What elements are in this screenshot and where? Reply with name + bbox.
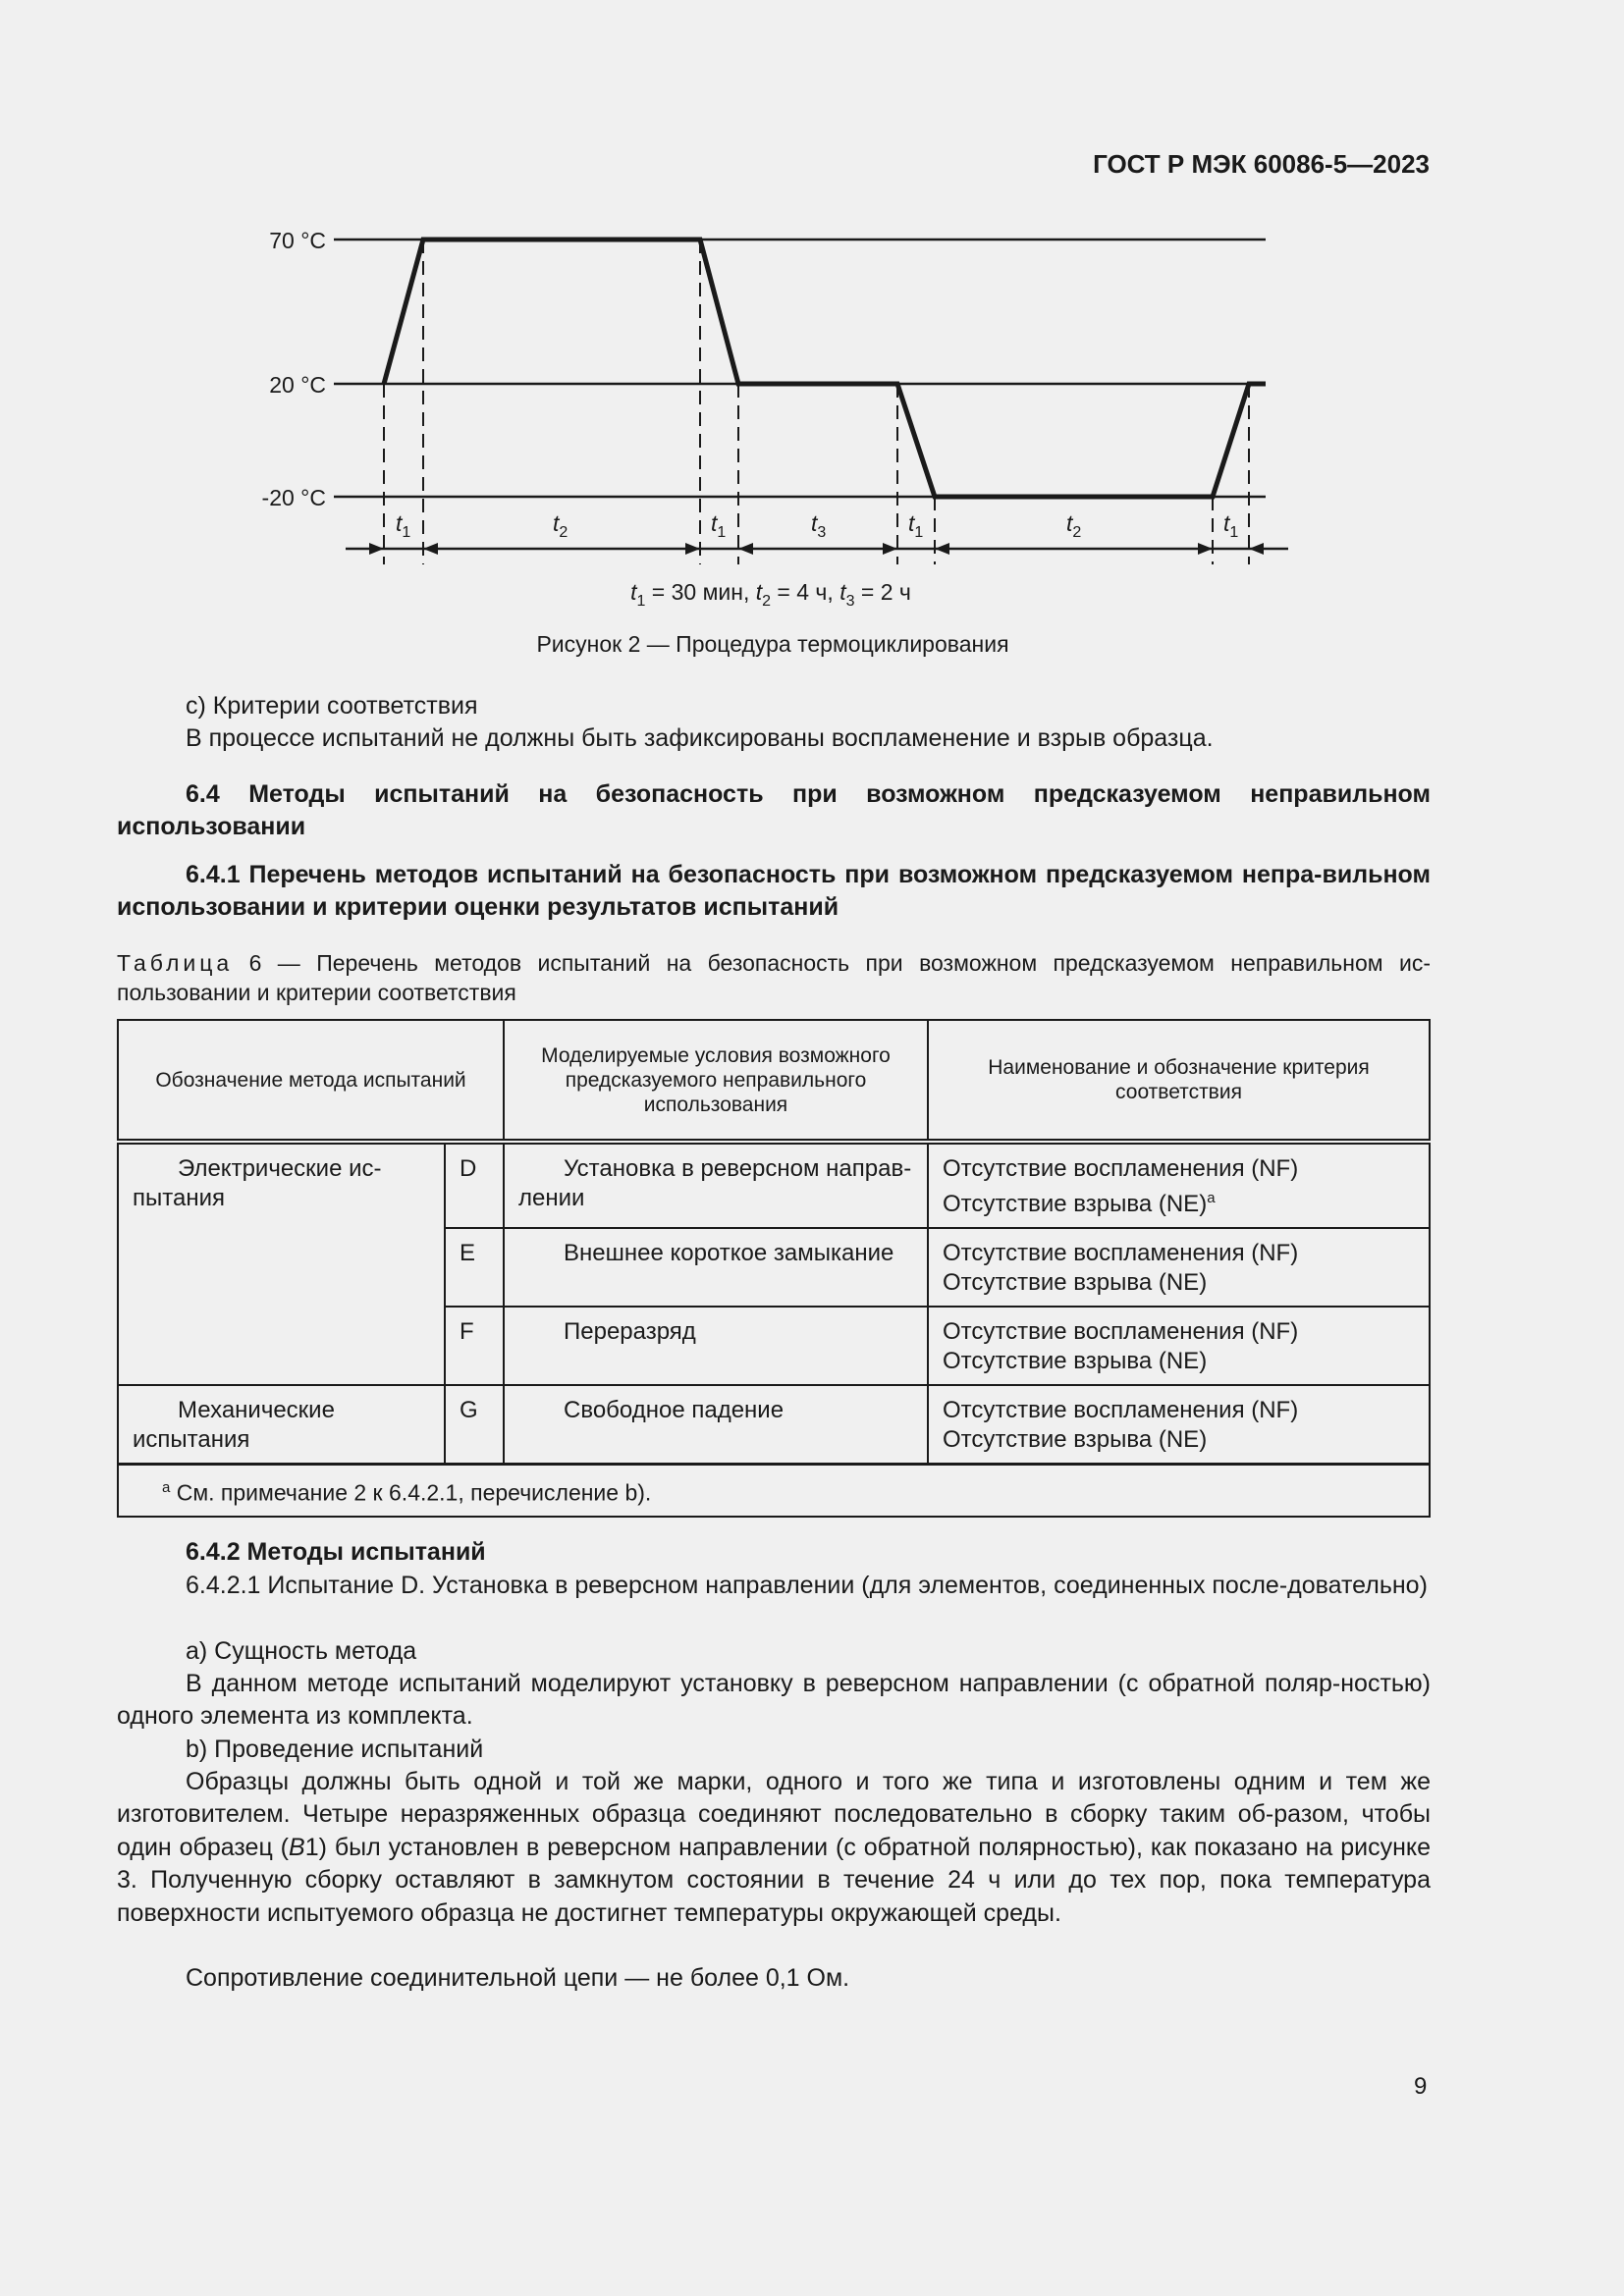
figure-legend: t1 = 30 мин, t2 = 4 ч, t3 = 2 ч — [630, 579, 911, 610]
arrowheads — [369, 543, 1264, 555]
method-code: F — [444, 1306, 505, 1386]
interval-label: t1 — [711, 510, 726, 541]
group-mechanical: Механические испытания — [117, 1384, 446, 1466]
y-label-70: 70 °C — [269, 228, 326, 253]
interval-label: t2 — [553, 510, 568, 541]
table-row: F Переразряд Отсутствие воспламенения (N… — [118, 1306, 1431, 1386]
procedure-heading: b) Проведение испытаний — [186, 1735, 484, 1763]
criteria: Отсутствие воспламенения (NF) Отсутствие … — [927, 1306, 1431, 1386]
y-label-20: 20 °C — [269, 372, 326, 398]
y-label-minus20: -20 °C — [262, 485, 326, 510]
section-6-4-1-heading: 6.4.1 Перечень методов испытаний на безо… — [117, 861, 1431, 922]
document-header: ГОСТ Р МЭК 60086-5—2023 — [1093, 149, 1430, 179]
method-code: E — [444, 1227, 505, 1308]
criteria-text: В процессе испытаний не должны быть зафи… — [186, 724, 1214, 752]
thermal-cycle-diagram: 70 °C 20 °C -20 °C t1 t2 t1 t3 t1 t2 t1 … — [262, 228, 1288, 657]
group-electrical: Электрические ис-пытания — [117, 1141, 446, 1386]
section-6-4-2-heading: 6.4.2 Методы испытаний — [186, 1538, 486, 1566]
interval-label: t3 — [811, 510, 826, 541]
table-footnote-row: a См. примечание 2 к 6.4.2.1, перечислен… — [117, 1463, 1431, 1518]
criteria: Отсутствие воспламенения (NF) Отсутствие … — [927, 1384, 1431, 1466]
table-row: E Внешнее короткое замыкание Отсутствие … — [118, 1227, 1431, 1308]
table-row: Электрические ис-пытания D Установка в р… — [117, 1141, 1431, 1386]
header-criteria: Наименование и обозначение критерия соот… — [927, 1019, 1431, 1143]
interval-label: t1 — [396, 510, 410, 541]
condition: Внешнее короткое замыкание — [503, 1227, 929, 1308]
resistance-text: Сопротивление соединительной цепи — не б… — [186, 1964, 850, 1992]
condition: Переразряд — [503, 1306, 929, 1386]
criteria: Отсутствие воспламенения (NF) Отсутствие … — [927, 1141, 1431, 1229]
procedure-text: Образцы должны быть одной и той же марки… — [117, 1768, 1431, 1927]
method-code: D — [444, 1141, 505, 1229]
table-caption: Таблица 6 — Перечень методов испытаний н… — [117, 950, 1431, 1005]
interval-label: t2 — [1066, 510, 1081, 541]
table-footnote: a См. примечание 2 к 6.4.2.1, перечислен… — [117, 1463, 1431, 1518]
condition: Установка в реверсном направ-лении — [503, 1141, 929, 1229]
interval-label: t1 — [908, 510, 923, 541]
header-conditions: Моделируемые условия возможного предсказ… — [503, 1019, 929, 1143]
methods-table: Обозначение метода испытаний Моделируемы… — [117, 1019, 1431, 1518]
interval-label: t1 — [1223, 510, 1238, 541]
page-number: 9 — [1414, 2073, 1428, 2100]
table-row: Механические испытания G Свободное паден… — [117, 1384, 1431, 1466]
temperature-profile — [381, 237, 1266, 500]
interval-labels: t1 t2 t1 t3 t1 t2 t1 — [396, 510, 1238, 541]
table-header-row: Обозначение метода испытаний Моделируемы… — [117, 1019, 1431, 1143]
header-method: Обозначение метода испытаний — [117, 1019, 505, 1143]
para-6-4-2-1: 6.4.2.1 Испытание D. Установка в реверсн… — [186, 1572, 1428, 1599]
method-code: G — [444, 1384, 505, 1466]
section-6-4-heading: 6.4 Методы испытаний на безопасность при… — [117, 780, 1431, 841]
essence-text: В данном методе испытаний моделируют уст… — [117, 1670, 1431, 1731]
essence-heading: a) Сущность метода — [186, 1637, 417, 1665]
condition: Свободное падение — [503, 1384, 929, 1466]
criteria-heading: c) Критерии соответствия — [186, 692, 478, 720]
figure-caption: Рисунок 2 — Процедура термоциклирования — [536, 631, 1008, 657]
criteria: Отсутствие воспламенения (NF) Отсутствие … — [927, 1227, 1431, 1308]
